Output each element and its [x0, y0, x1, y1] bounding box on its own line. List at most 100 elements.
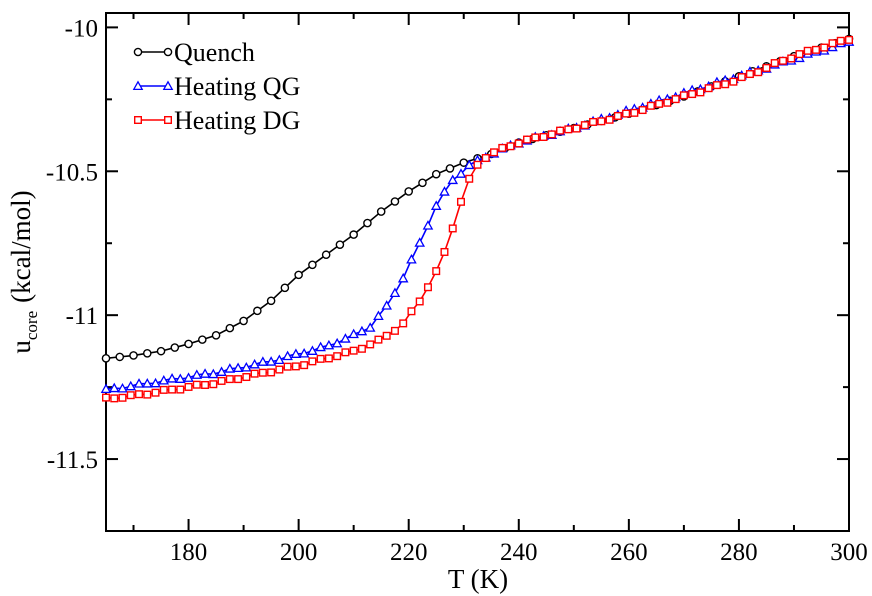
- data-point: [455, 168, 467, 178]
- data-point: [688, 90, 697, 99]
- data-point: [506, 142, 515, 151]
- data-point: [431, 169, 441, 179]
- data-point: [459, 158, 469, 167]
- data-point: [135, 390, 144, 399]
- data-point: [663, 98, 672, 107]
- data-point: [373, 310, 384, 321]
- data-point: [133, 115, 142, 124]
- data-point: [108, 382, 120, 393]
- data-point: [605, 115, 614, 124]
- data-point: [100, 383, 112, 394]
- data-point: [737, 73, 746, 82]
- data-point: [404, 187, 414, 196]
- data-point: [456, 197, 465, 206]
- data-point: [729, 77, 738, 86]
- data-point: [357, 344, 366, 353]
- y-tick-label: -10.5: [46, 159, 98, 186]
- data-point: [184, 382, 193, 391]
- y-axis-label-sub: core: [22, 311, 41, 340]
- data-point: [778, 56, 787, 65]
- data-point: [225, 323, 235, 333]
- data-point: [348, 328, 359, 339]
- data-point: [150, 377, 161, 388]
- data-point: [209, 380, 218, 389]
- data-point: [432, 267, 441, 276]
- data-point: [473, 160, 482, 169]
- y-axis-label: ucore (kcal/mol): [6, 190, 41, 353]
- data-point: [324, 354, 333, 363]
- data-point: [125, 380, 137, 391]
- data-point: [129, 351, 138, 360]
- data-point: [463, 159, 475, 170]
- data-point: [191, 369, 203, 379]
- data-point: [811, 45, 820, 54]
- data-point: [166, 373, 178, 383]
- data-point: [176, 385, 185, 394]
- data-point: [199, 368, 211, 378]
- data-point: [389, 287, 401, 297]
- data-point: [589, 117, 598, 126]
- data-point: [258, 368, 267, 377]
- x-tick-label: 180: [170, 539, 208, 566]
- data-point: [836, 36, 845, 45]
- data-point: [539, 132, 548, 141]
- data-point: [349, 230, 358, 239]
- data-point: [399, 319, 408, 328]
- data-point: [156, 346, 166, 356]
- data-point: [239, 316, 248, 326]
- data-point: [745, 70, 754, 79]
- data-point: [117, 382, 128, 393]
- data-point: [556, 126, 565, 135]
- data-point: [217, 376, 226, 385]
- data-point: [447, 174, 459, 185]
- data-point: [406, 253, 417, 264]
- data-point: [294, 270, 303, 280]
- data-point: [514, 139, 523, 148]
- legend-label: Heating DG: [174, 106, 300, 135]
- data-point: [283, 362, 292, 371]
- data-point: [397, 272, 409, 283]
- x-tick-label: 280: [720, 539, 758, 566]
- data-point: [307, 345, 318, 355]
- data-point: [430, 200, 442, 210]
- data-point: [141, 378, 153, 388]
- x-tick-label: 200: [280, 539, 318, 566]
- data-point: [531, 133, 540, 142]
- data-point: [163, 47, 173, 57]
- data-point: [754, 68, 763, 77]
- data-point: [133, 47, 143, 57]
- data-point: [341, 348, 350, 357]
- data-point: [646, 101, 655, 110]
- data-point: [101, 393, 110, 402]
- y-tick-label: -11.5: [47, 447, 98, 474]
- data-point: [265, 356, 277, 366]
- x-axis-label: T (K): [448, 564, 508, 594]
- data-point: [257, 356, 269, 366]
- data-point: [174, 373, 186, 383]
- y-tick-label: -10: [65, 15, 98, 42]
- data-point: [282, 350, 293, 361]
- data-point: [168, 385, 177, 394]
- data-point: [151, 388, 160, 397]
- data-point: [696, 88, 705, 97]
- data-point: [183, 372, 194, 382]
- data-point: [795, 50, 804, 59]
- data-point: [126, 391, 135, 400]
- data-point: [224, 363, 236, 373]
- x-tick-label: 300: [830, 539, 868, 566]
- data-point: [481, 154, 490, 163]
- data-point: [381, 300, 392, 310]
- data-point: [291, 362, 300, 371]
- svg-text:ucore(kcal/mol): ucore (kcal/mol): [6, 190, 41, 353]
- data-point: [580, 121, 589, 130]
- x-tick-label: 240: [500, 539, 538, 566]
- data-point: [266, 296, 276, 306]
- data-point: [547, 130, 556, 139]
- data-point: [170, 343, 180, 352]
- data-point: [356, 325, 368, 336]
- data-point: [415, 297, 424, 306]
- data-point: [564, 125, 573, 134]
- data-point: [828, 39, 837, 48]
- data-point: [333, 352, 342, 361]
- x-tick-label: 220: [390, 539, 428, 566]
